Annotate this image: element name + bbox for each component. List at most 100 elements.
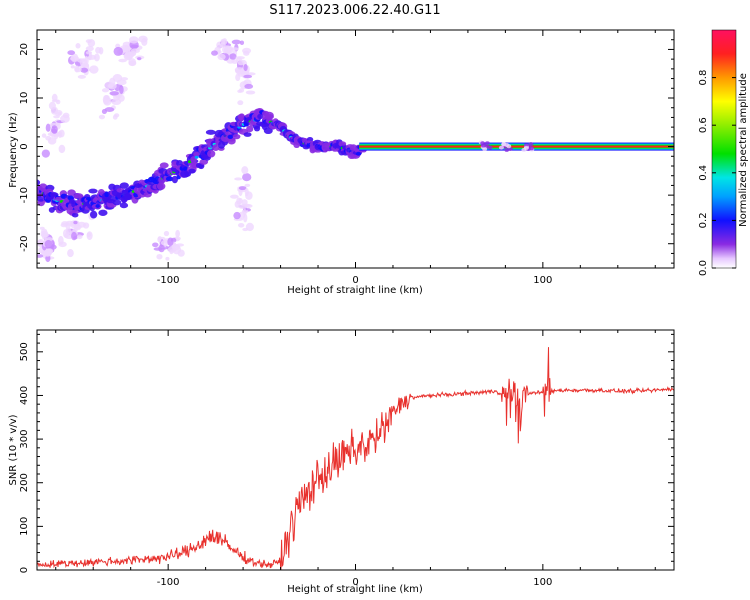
colorbar-tick-label: 0.0 [698,260,709,276]
spectrum-noise-blob [104,81,114,89]
spectrum-noise-blob [118,58,128,63]
spectrum-noise-blob [49,122,60,127]
spectrum-noise-blob [239,40,245,46]
spectrum-ridge-blob [205,129,216,135]
colorbar: 0.0 0.2 0.4 0.6 0.8 Normalized spectral ampl… [698,29,749,276]
tone-noise-blob [528,142,534,147]
spectrum-noise-blob [41,133,47,138]
spectrum-ridge-blob [71,212,79,218]
bottom-ytick-label: 500 [19,342,30,361]
bottom-xtick-label: -100 [157,577,180,588]
colorbar-axes: 0.0 0.2 0.4 0.6 0.8 [698,70,736,276]
spectrum-noise-blob [76,58,85,63]
spectrum-ridge-core [95,204,100,208]
spectrum-noise-blob [72,228,78,232]
spectrum-noise-blob [104,107,115,112]
spectrum-ridge-core [227,134,234,139]
spectrum-noise-blob [243,50,250,56]
tone-noise-blob [523,145,529,150]
spectrum-noise-blob [167,237,174,247]
spectrum-ridge-blob [67,189,76,197]
spectrum-noise-blob [113,46,123,56]
spectrum-noise-blob [242,208,247,216]
colorbar-label: Normalized spectral amplitude [738,73,749,227]
spectrum-noise-blob [237,89,243,93]
spectrum-noise-blob [244,204,253,208]
bottom-xtick-label: 0 [352,577,358,588]
bottom-axes: -100 0 100 0 100 200 300 400 500 [19,330,674,588]
spectrum-ridge-blob [38,183,48,192]
colorbar-gradient [711,29,737,269]
tone-noise-blob [482,147,488,152]
spectrum-noise-blob [128,60,137,67]
tone-noise-blob [504,142,510,147]
spectrum-noise-blob [137,57,142,61]
spectrum-ridge-blob [257,113,264,120]
spectrum-noise-blob [233,211,241,220]
spectrum-ridge-blob [253,125,261,132]
spectrum-noise-blob [58,129,65,138]
spectrum-noise-blob [70,53,79,63]
top-ytick-label: 20 [19,43,30,56]
spectrum-noise-blob [76,234,83,240]
spectrum-noise-blob [229,194,239,199]
tone-noise-blob [528,146,534,151]
spectrum-noise-blob [229,53,237,60]
spectrum-noise-blob [237,100,244,106]
colorbar-tick-label: 0.8 [698,70,709,86]
spectrum-noise-blob [245,222,254,232]
spectrum-noise-blob [60,223,68,228]
spectrum-noise-blob [156,253,163,260]
colorbar-tick-label: 0.6 [698,117,709,133]
spectrum-noise-blob [45,123,51,132]
spectrum-noise-blob [120,77,129,81]
spectrum-noise-blob [223,45,234,54]
spectrum-noise-blob [167,246,177,253]
bottom-panel: -100 0 100 0 100 200 300 400 500 Height of strai… [8,329,675,595]
tone-band-peak [359,145,674,148]
spectrum-ridge-blob [193,151,200,157]
spectrum-noise-blob [67,50,76,56]
spectrum-noise-blob [44,239,53,249]
spectrum-noise-blob [51,125,58,134]
spectrum-noise-blob [238,198,243,205]
spectrum-ridge-blob [98,209,108,216]
spectrum-noise-blob [37,254,44,258]
spectrum-noise-blob [37,240,43,246]
spectrum-noise-blob [58,144,66,154]
top-xtick-label: 100 [533,275,552,286]
spectrum-noise-blob [109,91,119,96]
spectrum-noise-blob [152,242,159,248]
spectrum-noise-blob [41,149,50,158]
spectrum-noise-blob [45,248,54,254]
spectrum-noise-blob [245,90,256,95]
top-xlabel: Height of straight line (km) [287,285,423,296]
spectrum-noise-blob [130,44,139,48]
bottom-ytick-label: 300 [19,430,30,449]
spectrum-noise-blob [175,229,180,238]
spectrum-noise-blob [220,39,226,45]
spectrum-ridge-blob [237,113,245,120]
spectrum-noise-blob [54,109,63,117]
spectrum-ridge-blob [199,159,209,165]
spectrum-noise-blob [242,173,252,182]
spectrum-noise-blob [157,236,162,243]
colorbar-tick-label: 0.2 [698,212,709,228]
spectrum-ridge-core [165,176,174,182]
spectrum-ridge-blob [243,132,252,137]
bottom-xtick-label: 100 [533,577,552,588]
spectrum-noise-blob [80,67,89,73]
spectrum-noise-blob [41,232,49,238]
spectrum-noise-blob [70,65,75,69]
spectrum-noise-blob [234,177,243,181]
spectrum-noise-blob [77,74,86,79]
spectrum-noise-blob [217,53,226,61]
bottom-ytick-label: 100 [19,517,30,536]
spectrum-noise-blob [177,249,185,257]
tone-noise-blob [480,143,486,148]
top-ytick-label: 10 [19,92,30,105]
colorbar-tick-label: 0.4 [698,165,709,181]
spectrum-noise-blob [234,200,241,208]
